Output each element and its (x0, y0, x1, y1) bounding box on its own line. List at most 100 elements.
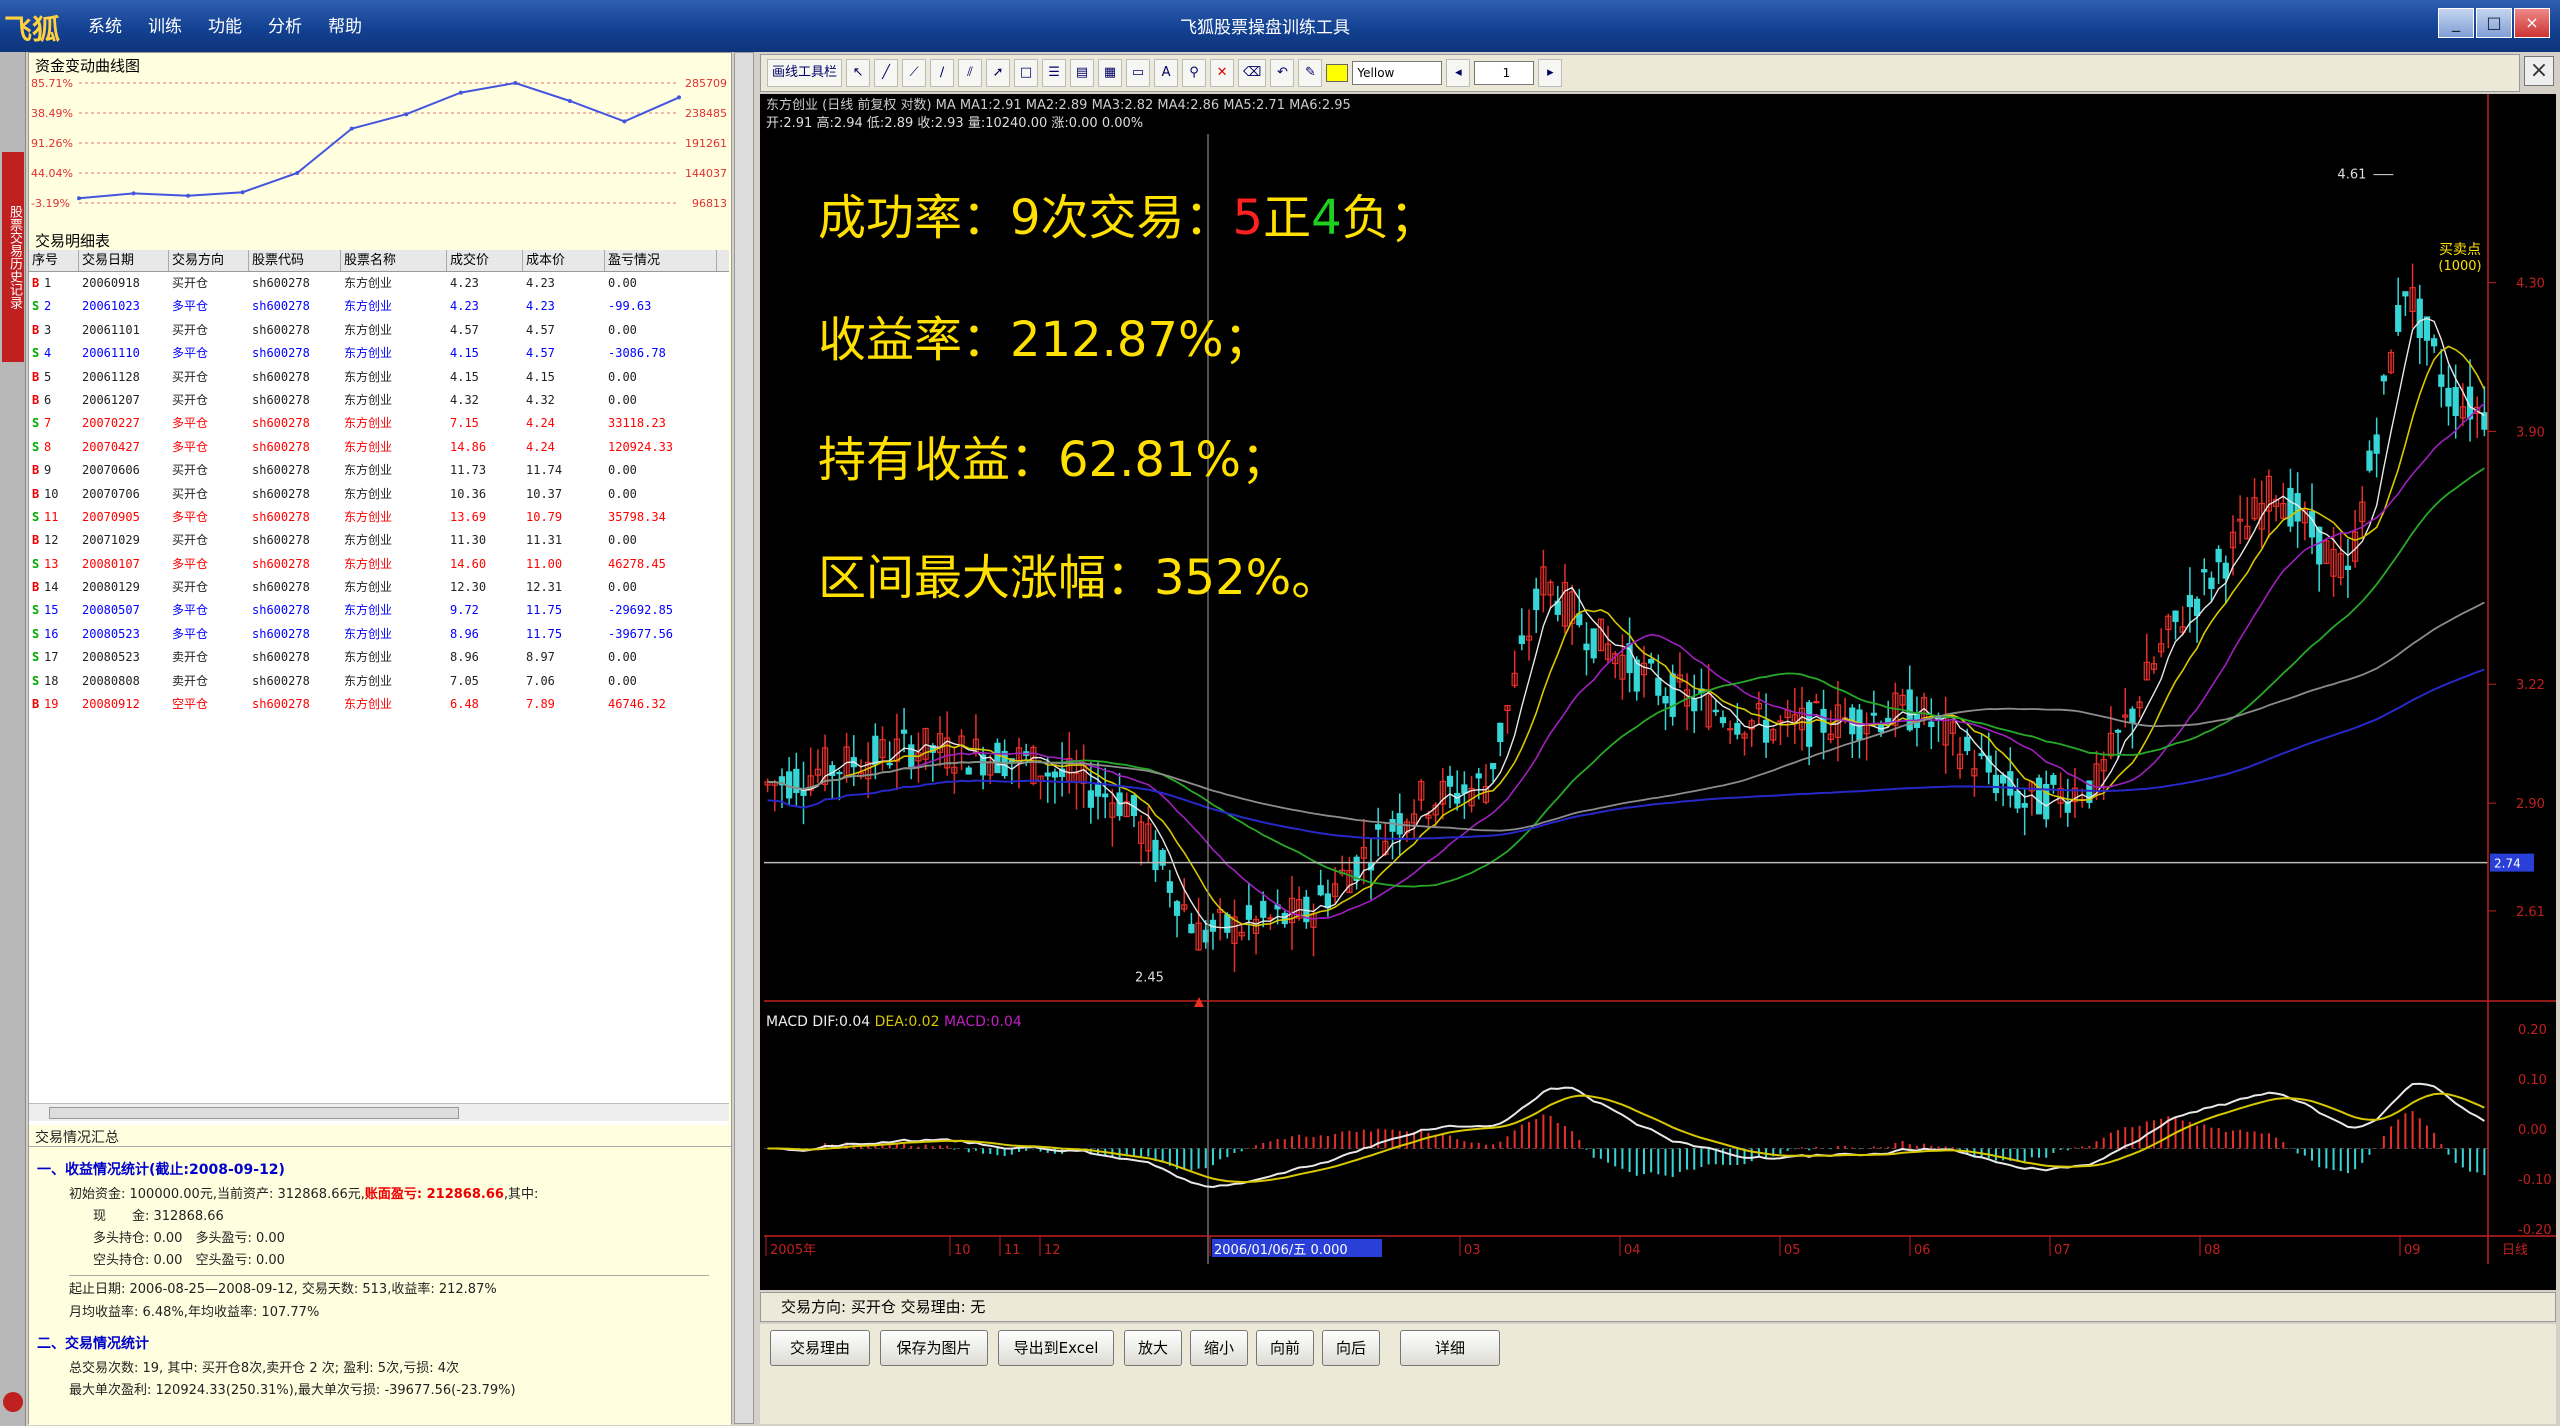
step-forward-button[interactable]: 向前 (1256, 1330, 1314, 1366)
zoom-in-button[interactable]: 放大 (1124, 1330, 1182, 1366)
table-cell: -39677.56 (608, 626, 674, 641)
candle-body (994, 742, 1001, 774)
column-header[interactable]: 交易日期 (79, 250, 169, 271)
step-back-button[interactable]: 向后 (1322, 1330, 1380, 1366)
width-next-icon[interactable]: ▸ (1538, 59, 1563, 87)
scroll-thumb[interactable] (49, 1107, 459, 1119)
table-row[interactable]: S 4 20061110 多平仓 sh600278 东方创业 4.15 4.57 -3086.7… (29, 342, 729, 365)
table-row[interactable]: B 10 20070706 买开仓 sh600278 东方创业 10.36 10.37 0.00 (29, 483, 729, 506)
table-row[interactable]: S 7 20070227 多平仓 sh600278 东方创业 7.15 4.24 33118.2… (29, 412, 729, 435)
gann-icon[interactable]: ▤ (1070, 59, 1095, 87)
menu-training[interactable]: 训练 (148, 17, 182, 37)
candle-body (1619, 654, 1626, 680)
undo-icon[interactable]: ↶ (1270, 59, 1295, 87)
candle-body (2143, 661, 2150, 681)
close-chart-icon[interactable]: × (2524, 56, 2554, 86)
row-number: 1 (44, 276, 52, 290)
grid-icon[interactable]: ▦ (1098, 59, 1123, 87)
table-row[interactable]: S 2 20061023 多平仓 sh600278 东方创业 4.23 4.23 -99.63 (29, 295, 729, 318)
candle-body (879, 739, 886, 759)
table-row[interactable]: B 9 20070606 买开仓 sh600278 东方创业 11.73 11.74 0.00 (29, 459, 729, 482)
width-prev-icon[interactable]: ◂ (1446, 59, 1471, 87)
delete-icon[interactable]: ✕ (1210, 59, 1235, 87)
candle-body (1410, 813, 1418, 824)
button-bar: 交易理由 保存为图片 导出到Excel 放大 缩小 向前 向后 详细 (760, 1324, 2556, 1424)
save-image-button[interactable]: 保存为图片 (880, 1330, 988, 1366)
fibonacci-icon[interactable]: ☰ (1042, 59, 1067, 87)
horizontal-scrollbar[interactable] (29, 1103, 729, 1121)
arrow-icon[interactable]: ➚ (986, 59, 1011, 87)
close-icon[interactable]: × (2514, 8, 2550, 38)
segment-icon[interactable]: ∕ (930, 59, 955, 87)
line-width-select[interactable]: 1 (1474, 61, 1535, 85)
table-row[interactable]: B 19 20080912 空平仓 sh600278 东方创业 6.48 7.89 46746.… (29, 693, 729, 716)
menu-help[interactable]: 帮助 (328, 17, 362, 37)
candle-body (1482, 786, 1490, 803)
table-cell: 7.05 (450, 673, 479, 688)
table-row[interactable]: S 15 20080507 多平仓 sh600278 东方创业 9.72 11.75 -2969… (29, 599, 729, 622)
text-icon[interactable]: A (1154, 59, 1179, 87)
maximize-icon[interactable]: □ (2476, 8, 2512, 38)
table-row[interactable]: S 11 20070905 多平仓 sh600278 东方创业 13.69 10.79 3579… (29, 506, 729, 529)
column-header[interactable]: 股票代码 (249, 250, 341, 271)
minimize-icon[interactable]: _ (2438, 8, 2474, 38)
column-header[interactable]: 股票名称 (341, 250, 447, 271)
table-row[interactable]: S 17 20080523 卖开仓 sh600278 东方创业 8.96 8.97 0.00 (29, 646, 729, 669)
eraser-icon[interactable]: ⌫ (1238, 59, 1267, 87)
candle-body (1166, 881, 1173, 893)
table-row[interactable]: S 16 20080523 多平仓 sh600278 东方创业 8.96 11.75 -3967… (29, 623, 729, 646)
column-header[interactable]: 序号 (29, 250, 79, 271)
kline-chart[interactable]: 2.74 4.30 3.90 3.22 2.90 2.61 4.61 2.45 买卖点 (1000… (760, 94, 2556, 1290)
candle-body (2014, 790, 2021, 809)
link-icon[interactable]: ⚲ (1182, 59, 1207, 87)
table-row[interactable]: S 13 20080107 多平仓 sh600278 东方创业 14.60 11.00 4627… (29, 553, 729, 576)
details-button[interactable]: 详细 (1400, 1330, 1500, 1366)
table-row[interactable]: B 3 20061101 买开仓 sh600278 东方创业 4.57 4.57 0.00 (29, 319, 729, 342)
column-header[interactable]: 交易方向 (169, 250, 249, 271)
time-axis-label: 04 (1624, 1243, 1641, 1258)
candle-body (1288, 897, 1296, 924)
menu-analysis[interactable]: 分析 (268, 17, 302, 37)
column-header[interactable]: 成交价 (447, 250, 523, 271)
candle-body (2050, 775, 2057, 785)
zoom-out-button[interactable]: 缩小 (1190, 1330, 1248, 1366)
table-cell: 11.31 (526, 533, 563, 548)
menu-system[interactable]: 系统 (88, 17, 122, 37)
column-header[interactable]: 成本价 (523, 250, 605, 271)
table-row[interactable]: B 14 20080129 买开仓 sh600278 东方创业 12.30 12.31 0.00 (29, 576, 729, 599)
candle-body (2387, 352, 2395, 374)
axis-corner-label: 日线 (2502, 1243, 2528, 1258)
table-row[interactable]: S 18 20080808 卖开仓 sh600278 东方创业 7.05 7.06 0.00 (29, 670, 729, 693)
menu-functions[interactable]: 功能 (208, 17, 242, 37)
box-icon[interactable]: ▭ (1126, 59, 1151, 87)
trade-reason-button[interactable]: 交易理由 (770, 1330, 870, 1366)
table-row[interactable]: B 1 20060918 买开仓 sh600278 东方创业 4.23 4.23 0.00 (29, 272, 729, 295)
table-row[interactable]: B 5 20061128 买开仓 sh600278 东方创业 4.15 4.15 0.00 (29, 366, 729, 389)
table-row[interactable]: B 12 20071029 买开仓 sh600278 东方创业 11.30 11.31 0.00 (29, 529, 729, 552)
color-swatch[interactable] (1326, 64, 1349, 82)
table-cell: sh600278 (252, 650, 310, 665)
candle-body (1655, 677, 1662, 696)
ray-icon[interactable]: ⟋ (902, 59, 927, 87)
equity-right-label: 144037 (685, 167, 727, 180)
pen-icon[interactable]: ✎ (1298, 59, 1323, 87)
table-cell: sh600278 (252, 533, 310, 548)
pointer-icon[interactable]: ↖ (846, 59, 871, 87)
table-cell: 20070905 (82, 509, 140, 524)
history-tab[interactable]: 股票交易历史记录 (2, 152, 24, 362)
parallel-icon[interactable]: ⫽ (958, 59, 983, 87)
stat-max-gain: 区间最大涨幅：352%。 (818, 550, 1340, 606)
table-cell: sh600278 (252, 463, 310, 478)
panel-splitter[interactable] (734, 52, 754, 1424)
column-header[interactable]: 盈亏情况 (605, 250, 717, 271)
table-row[interactable]: B 6 20061207 买开仓 sh600278 东方创业 4.32 4.32 0.00 (29, 389, 729, 412)
color-select[interactable]: Yellow (1352, 61, 1443, 85)
table-row[interactable]: S 8 20070427 多平仓 sh600278 东方创业 14.86 4.24 120924… (29, 436, 729, 459)
table-cell: 11.73 (450, 463, 487, 478)
export-excel-button[interactable]: 导出到Excel (998, 1330, 1114, 1366)
summary-cash-line: 现 金: 312868.66 (93, 1209, 224, 1224)
rectangle-icon[interactable]: □ (1014, 59, 1039, 87)
candle-body (1590, 628, 1597, 659)
line-icon[interactable]: ╱ (874, 59, 899, 87)
